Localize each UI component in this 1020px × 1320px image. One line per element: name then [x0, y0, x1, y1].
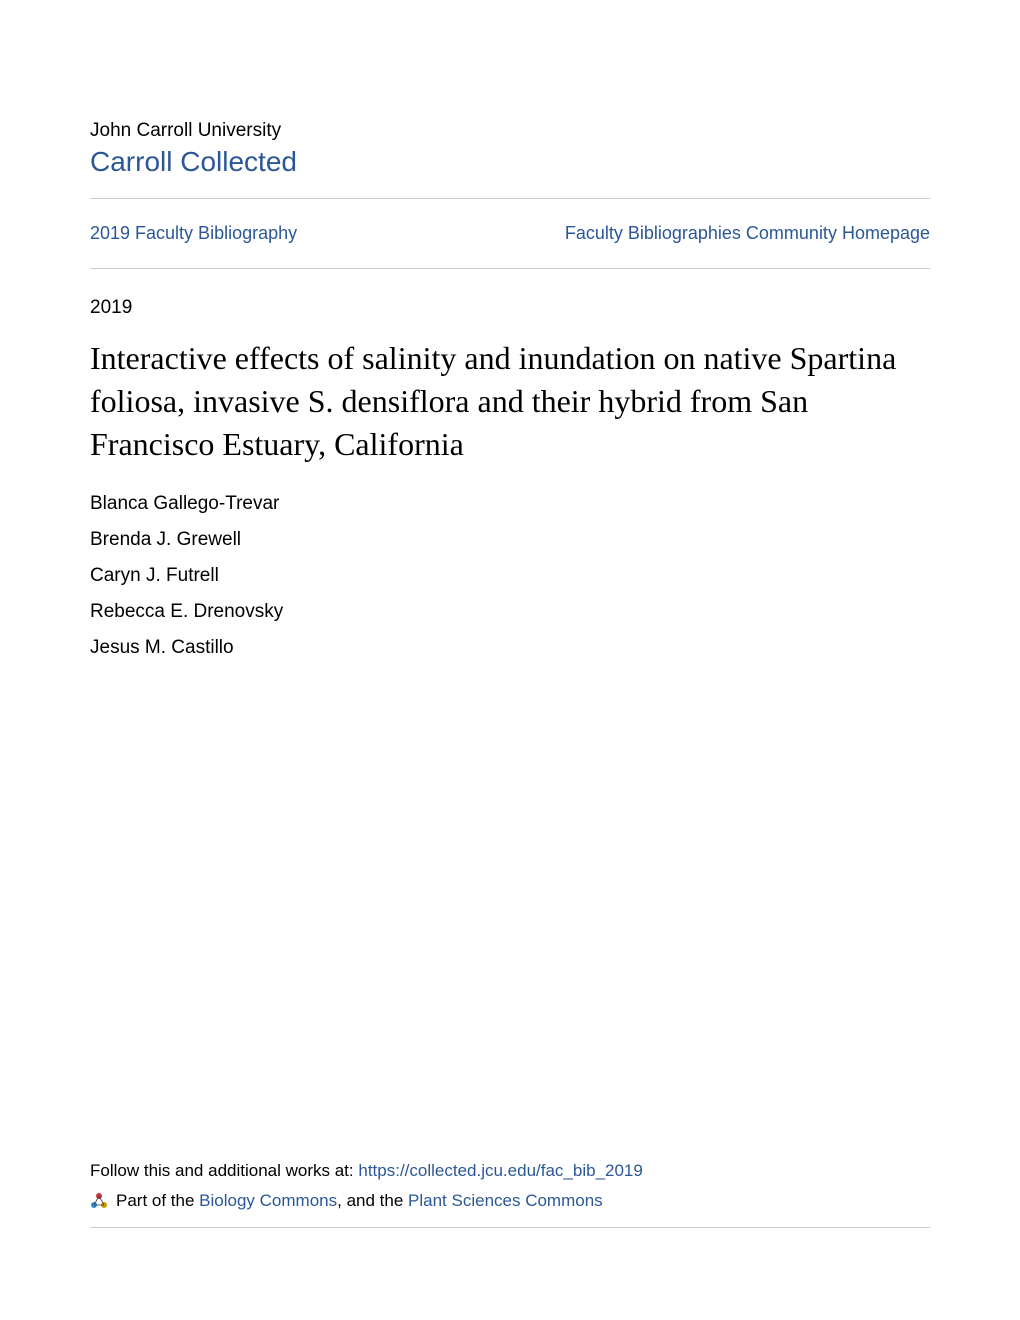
partof-link-1[interactable]: Biology Commons [199, 1191, 337, 1211]
author: Jesus M. Castillo [90, 637, 930, 659]
follow-link[interactable]: https://collected.jcu.edu/fac_bib_2019 [358, 1161, 642, 1180]
institution-name: John Carroll University [90, 120, 930, 142]
nav-left-link[interactable]: 2019 Faculty Bibliography [90, 223, 297, 244]
author: Rebecca E. Drenovsky [90, 601, 930, 623]
header: John Carroll University Carroll Collecte… [90, 120, 930, 178]
follow-section: Follow this and additional works at: htt… [90, 1161, 930, 1240]
partof-prefix: Part of the [116, 1191, 194, 1211]
repository-link[interactable]: Carroll Collected [90, 146, 297, 177]
author: Brenda J. Grewell [90, 529, 930, 551]
partof-mid: , and the [337, 1191, 403, 1211]
partof-row: Part of the Biology Commons, and the Pla… [90, 1191, 930, 1211]
partof-link-2[interactable]: Plant Sciences Commons [408, 1191, 603, 1211]
author: Blanca Gallego-Trevar [90, 493, 930, 515]
nav-row: 2019 Faculty Bibliography Faculty Biblio… [90, 211, 930, 256]
nav-divider [90, 268, 930, 269]
author: Caryn J. Futrell [90, 565, 930, 587]
authors-list: Blanca Gallego-Trevar Brenda J. Grewell … [90, 493, 930, 659]
nav-right-link[interactable]: Faculty Bibliographies Community Homepag… [565, 223, 930, 244]
follow-text: Follow this and additional works at: htt… [90, 1161, 930, 1181]
bottom-divider [90, 1227, 930, 1228]
repository-title: Carroll Collected [90, 146, 930, 178]
paper-title: Interactive effects of salinity and inun… [90, 337, 930, 467]
top-divider [90, 198, 930, 199]
follow-prefix: Follow this and additional works at: [90, 1161, 358, 1180]
publication-year: 2019 [90, 297, 930, 319]
network-icon [90, 1192, 108, 1210]
